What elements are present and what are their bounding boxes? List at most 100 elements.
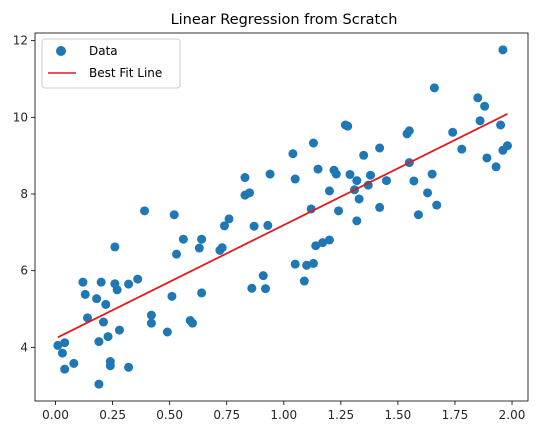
data-point <box>53 340 63 350</box>
data-point <box>352 176 362 186</box>
data-point <box>359 150 369 160</box>
data-point <box>352 216 362 226</box>
data-point <box>249 221 259 231</box>
data-point <box>103 332 113 342</box>
data-point <box>290 174 300 184</box>
data-point <box>311 241 321 251</box>
data-point <box>258 271 268 281</box>
data-point <box>427 169 437 179</box>
data-point <box>146 310 156 320</box>
x-tick-label: 1.75 <box>442 408 469 422</box>
data-point <box>448 127 458 137</box>
data-point <box>318 238 328 248</box>
y-tick-label: 10 <box>13 110 28 124</box>
data-point <box>496 120 506 130</box>
data-point <box>491 162 501 172</box>
data-point <box>299 276 309 286</box>
data-point <box>354 194 364 204</box>
legend-label-best-fit-line: Best Fit Line <box>89 66 162 80</box>
plot-frame <box>34 32 529 402</box>
data-point <box>194 243 204 253</box>
data-point <box>498 45 508 55</box>
data-point <box>263 220 273 230</box>
x-tick-label: 0.75 <box>213 408 240 422</box>
data-point <box>162 327 172 337</box>
data-point <box>124 362 134 372</box>
data-point <box>110 242 120 252</box>
data-point <box>167 291 177 301</box>
data-point <box>219 221 229 231</box>
data-point <box>457 144 467 154</box>
x-tick-label: 0.50 <box>156 408 183 422</box>
data-point <box>60 338 70 348</box>
legend-box <box>41 38 181 89</box>
data-point <box>375 143 385 153</box>
data-point <box>169 210 179 220</box>
data-point <box>172 249 182 259</box>
data-point <box>482 153 492 163</box>
data-point <box>290 259 300 269</box>
y-tick-label: 12 <box>13 34 28 48</box>
data-point <box>217 243 227 253</box>
data-point <box>247 283 257 293</box>
data-point <box>423 188 433 198</box>
data-point <box>265 169 275 179</box>
y-axis: 4 6 8 10 12 <box>13 34 35 354</box>
data-points <box>53 45 512 389</box>
x-tick-label: 1.25 <box>327 408 354 422</box>
x-tick-label: 1.50 <box>385 408 412 422</box>
data-point <box>69 358 79 368</box>
data-point <box>114 325 124 335</box>
data-point <box>308 138 318 148</box>
legend: Data Best Fit Line <box>41 38 181 89</box>
data-point <box>313 164 323 174</box>
data-point <box>429 83 439 93</box>
data-point <box>224 214 234 224</box>
data-point <box>96 277 106 287</box>
data-point <box>101 299 111 309</box>
data-point <box>345 169 355 179</box>
legend-marker-data <box>56 46 66 56</box>
data-point <box>105 357 115 367</box>
data-point <box>375 202 385 212</box>
x-tick-label: 1.00 <box>270 408 297 422</box>
plot-area <box>34 32 529 402</box>
data-point <box>178 234 188 244</box>
data-point <box>473 93 483 103</box>
data-point <box>413 210 423 220</box>
data-point <box>197 234 207 244</box>
data-point <box>60 364 70 374</box>
data-point <box>98 317 108 327</box>
data-point <box>381 176 391 186</box>
data-point <box>308 258 318 268</box>
data-point <box>112 285 122 295</box>
data-point <box>146 318 156 328</box>
data-point <box>302 260 312 270</box>
y-tick-label: 6 <box>20 264 28 278</box>
data-point <box>57 348 67 358</box>
data-point <box>240 173 250 183</box>
data-point <box>133 274 143 284</box>
legend-label-data: Data <box>89 44 118 58</box>
data-point <box>82 313 92 323</box>
data-point <box>124 279 134 289</box>
chart-title: Linear Regression from Scratch <box>171 12 398 28</box>
data-point <box>245 188 255 198</box>
x-tick-label: 0.25 <box>99 408 126 422</box>
data-point <box>94 379 104 389</box>
data-point <box>480 101 490 111</box>
best-fit-line-layer <box>57 113 508 339</box>
data-point <box>80 289 90 299</box>
data-point <box>324 235 334 245</box>
data-point <box>288 149 298 159</box>
data-point <box>324 186 334 196</box>
data-point <box>197 288 207 298</box>
data-point <box>78 277 88 287</box>
x-tick-label: 2.00 <box>499 408 526 422</box>
data-point <box>187 318 197 328</box>
data-point <box>331 169 341 179</box>
data-point <box>261 284 271 294</box>
x-tick-label: 0.00 <box>42 408 69 422</box>
data-point <box>94 337 104 347</box>
